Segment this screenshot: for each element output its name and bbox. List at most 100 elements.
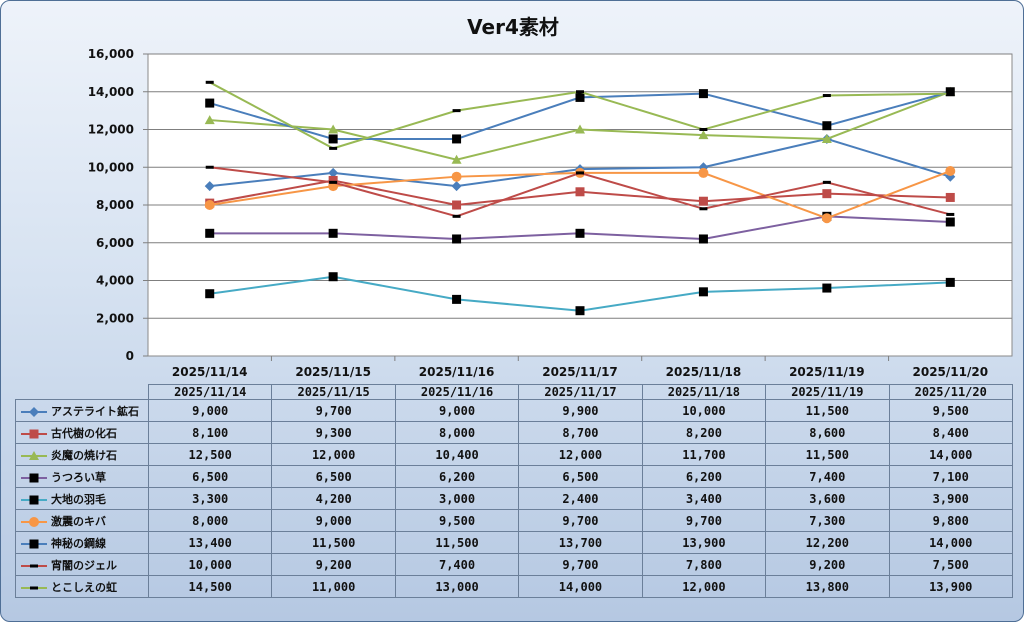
data-point [329,180,338,184]
data-table: 2025/11/14 2025/11/15 2025/11/16 2025/11/17… [15,384,1013,598]
table-row: アステライト鉱石 9,000 9,700 9,000 9,900 10,000 11,500… [15,399,1013,422]
data-point [822,283,832,293]
data-point [575,228,585,238]
table-cell: 12,000 [518,443,643,466]
table-cell: 6,200 [641,465,767,488]
table-cell: 6,500 [147,465,273,488]
data-point [205,80,214,84]
series-name-label: 炎魔の焼け石 [51,448,117,462]
y-tick-label: 2,000 [96,311,134,325]
y-tick-label: 10,000 [88,160,134,174]
table-cell: 8,000 [394,421,520,444]
table-cell: 7,800 [641,553,767,576]
data-point [204,181,215,192]
data-point [452,134,462,144]
data-point [821,133,832,143]
y-tick-label: 12,000 [88,123,134,137]
table-column-header: 2025/11/18 [641,384,767,400]
table-cell: 7,300 [765,509,890,532]
table-row: 古代樹の化石 8,100 9,300 8,000 8,700 8,200 8,600 8,40… [15,421,1013,444]
data-point [946,212,955,216]
table-row: 炎魔の焼け石 12,500 12,000 10,400 12,000 11,700 11,5… [15,443,1013,466]
data-point [698,287,708,297]
data-point [328,228,338,238]
data-point [452,234,462,244]
y-tick-label: 14,000 [88,85,134,99]
data-point [698,234,708,244]
table-cell: 8,600 [765,421,890,444]
table-cell: 14,500 [147,575,273,598]
table-header-row: 2025/11/14 2025/11/15 2025/11/16 2025/11/17… [16,384,1013,400]
series-name: 激震のキバ [15,509,149,532]
data-point [822,189,832,199]
series-name-label: 神秘の鋼線 [51,536,106,550]
table-cell: 4,200 [271,487,396,510]
table-column-header: 2025/11/17 [518,384,643,400]
table-cell: 9,000 [394,399,520,422]
data-point [698,167,709,178]
table-cell: 11,500 [765,443,890,466]
series-name-label: 激震のキバ [51,514,106,528]
data-point [328,167,339,178]
data-point [452,200,462,210]
data-point [329,146,338,150]
table-cell: 9,700 [518,553,643,576]
data-point [945,192,955,202]
table-cell: 9,000 [271,509,396,532]
data-point [451,154,462,164]
data-point [328,124,339,134]
data-point [205,228,215,238]
table-cell: 14,000 [888,443,1013,466]
data-point [575,124,585,134]
series-name-label: アステライト鉱石 [51,404,139,418]
table-row: とこしえの虹 14,500 11,000 13,000 14,000 12,000 13,8… [15,575,1013,598]
table-cell: 3,000 [394,487,520,510]
data-point [451,181,462,192]
data-point [205,165,214,169]
table-cell: 13,000 [394,575,520,598]
table-cell: 12,000 [271,443,396,466]
table-cell: 9,800 [888,509,1013,532]
table-column-header: 2025/11/19 [765,384,890,400]
table-cell: 7,100 [888,465,1013,488]
x-tick-label: 2025/11/18 [666,365,742,379]
data-point [328,175,338,185]
data-point [204,200,215,210]
data-point [452,109,461,113]
series-name-label: うつろい草 [51,470,106,484]
data-point [29,450,39,460]
table-row: 神秘の鋼線 13,400 11,500 11,500 13,700 13,900 12,20… [15,531,1013,554]
table-row: うつろい草 6,500 6,500 6,200 6,500 6,200 7,400 7,100 [15,465,1013,488]
legend-key [21,473,47,482]
series-name: 宵闇のジェル [15,553,149,576]
table-cell: 11,700 [641,443,767,466]
data-point [451,171,462,182]
chart-title: Ver4素材 [467,15,559,39]
table-cell: 9,200 [765,553,890,576]
table-cell: 9,700 [271,399,396,422]
table-cell: 9,500 [394,509,520,532]
table-row: 宵闇のジェル 10,000 9,200 7,400 9,700 7,800 9,200 7,5… [15,553,1013,576]
data-point [576,171,584,175]
legend-key [21,539,47,548]
data-point [575,92,585,102]
table-cell: 6,200 [394,465,520,488]
data-point [822,94,831,98]
table-column-header: 2025/11/20 [888,384,1013,400]
x-tick-label: 2025/11/19 [789,365,865,379]
table-cell: 11,500 [394,531,520,554]
series-name: うつろい草 [15,465,149,488]
table-cell: 6,500 [271,465,396,488]
table-cell: 10,400 [394,443,520,466]
table-cell: 8,000 [147,509,273,532]
data-point [328,134,338,144]
data-point [698,130,709,140]
table-cell: 3,900 [888,487,1013,510]
data-point [698,196,708,206]
legend-key [21,516,47,527]
y-tick-label: 8,000 [96,198,134,212]
table-cell: 9,500 [888,399,1013,422]
data-point [698,89,708,99]
data-point [699,128,708,131]
data-point [30,564,38,567]
